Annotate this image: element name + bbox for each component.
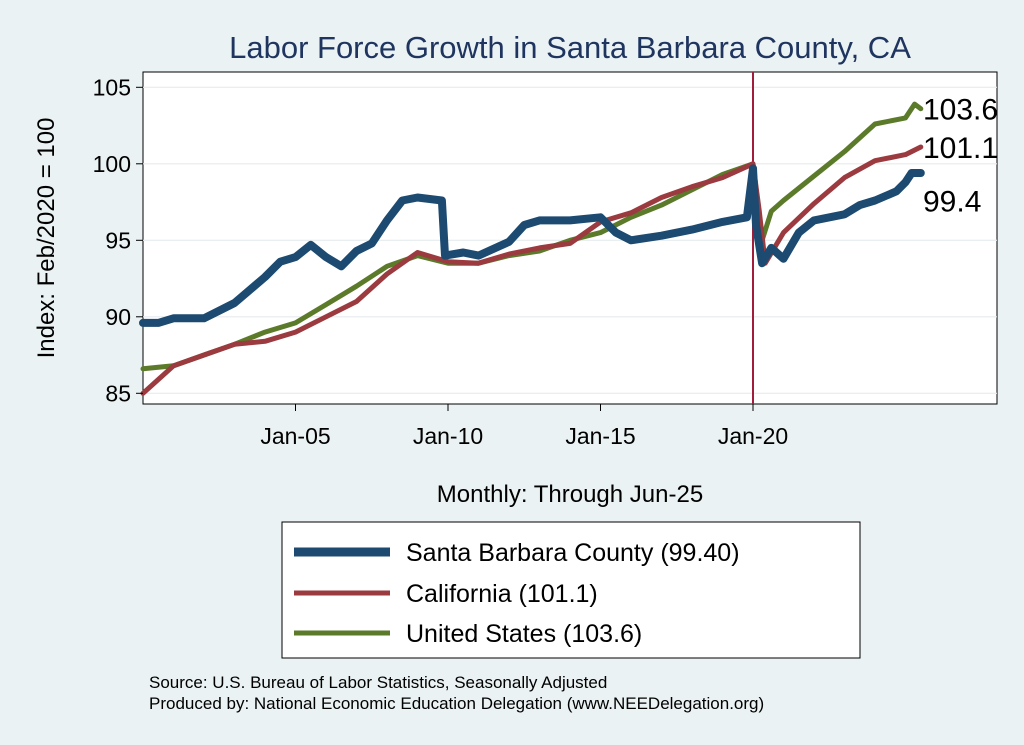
y-tick-label: 100 [93,151,131,177]
series-line-california [140,144,924,396]
y-axis: 85 90 95 100 105 [93,74,143,406]
end-label-united-states: 103.6 [923,94,998,127]
series-layer [139,101,925,396]
end-label-california: 101.1 [923,132,998,165]
series-line-united-states [140,101,924,372]
produced-by-note: Produced by: National Economic Education… [149,694,764,713]
legend-label-california: California (101.1) [406,580,598,608]
y-tick-label: 85 [105,380,131,406]
end-label-santa-barbara-county: 99.4 [923,186,981,219]
x-axis: Jan-05 Jan-10 Jan-15 Jan-20 [260,404,788,449]
x-tick-label: Jan-10 [413,423,483,449]
x-axis-title: Monthly: Through Jun-25 [437,481,703,508]
x-tick-label: Jan-05 [260,423,330,449]
gridlines [143,86,997,394]
y-axis-title: Index: Feb/2020 = 100 [33,118,60,359]
chart-title: Labor Force Growth in Santa Barbara Coun… [229,30,911,65]
x-tick-label: Jan-15 [565,423,635,449]
series-line-santa-barbara-county [139,164,925,327]
legend-label-santa-barbara: Santa Barbara County (99.40) [406,539,740,567]
end-labels: 103.6 101.1 99.4 [923,94,998,219]
y-tick-label: 105 [93,74,131,100]
legend-label-united-states: United States (103.6) [406,620,642,648]
y-tick-label: 90 [105,304,131,330]
source-note: Source: U.S. Bureau of Labor Statistics,… [149,673,607,692]
x-tick-label: Jan-20 [718,423,788,449]
y-tick-label: 95 [105,227,131,253]
